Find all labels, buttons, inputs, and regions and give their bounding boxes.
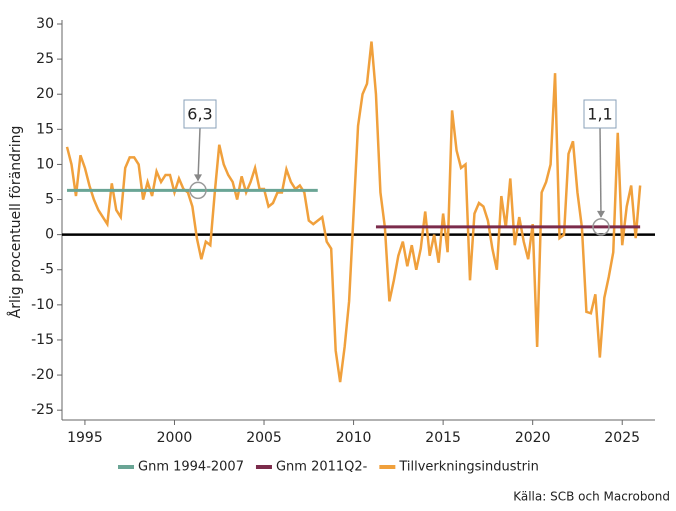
y-tick-label: 10 (36, 156, 54, 172)
y-tick-label: 0 (45, 227, 54, 243)
y-tick-label: -10 (31, 297, 54, 313)
legend-label: Gnm 2011Q2- (276, 460, 368, 475)
x-tick-label: 2010 (336, 430, 372, 446)
annotation-label: 1,1 (587, 105, 612, 124)
x-tick-label: 2025 (604, 430, 640, 446)
x-tick-label: 1995 (67, 430, 103, 446)
arrow-head (194, 174, 202, 182)
x-tick-label: 2020 (515, 430, 551, 446)
annotation-arrow (197, 127, 201, 181)
legend-label: Gnm 1994-2007 (138, 460, 244, 475)
annotation-circle (189, 181, 207, 200)
annotation-box (583, 99, 617, 129)
y-tick-label: -15 (31, 332, 54, 348)
annotation-arrow (599, 127, 602, 217)
annotation-circle (592, 218, 610, 236)
x-tick-label: 2015 (425, 430, 461, 446)
annotation-label: 6,3 (187, 105, 212, 124)
annotation-box (183, 99, 217, 129)
legend-label: Tillverkningsindustrin (398, 460, 538, 475)
y-tick-label: -25 (31, 402, 54, 418)
x-tick-label: 2000 (157, 430, 193, 446)
y-tick-label: 30 (36, 16, 54, 32)
y-tick-label: 25 (36, 51, 54, 67)
series-line (65, 41, 642, 383)
y-tick-label: -5 (40, 262, 54, 278)
arrow-head (597, 210, 605, 218)
y-tick-label: 5 (45, 192, 54, 208)
y-axis-label: Årlig procentuell förändring (7, 126, 24, 319)
y-tick-label: 15 (36, 121, 54, 137)
y-tick-label: -20 (31, 367, 54, 383)
x-tick-label: 2005 (246, 430, 282, 446)
y-tick-label: 20 (36, 86, 54, 102)
source: Källa: SCB och Macrobond (513, 490, 670, 504)
